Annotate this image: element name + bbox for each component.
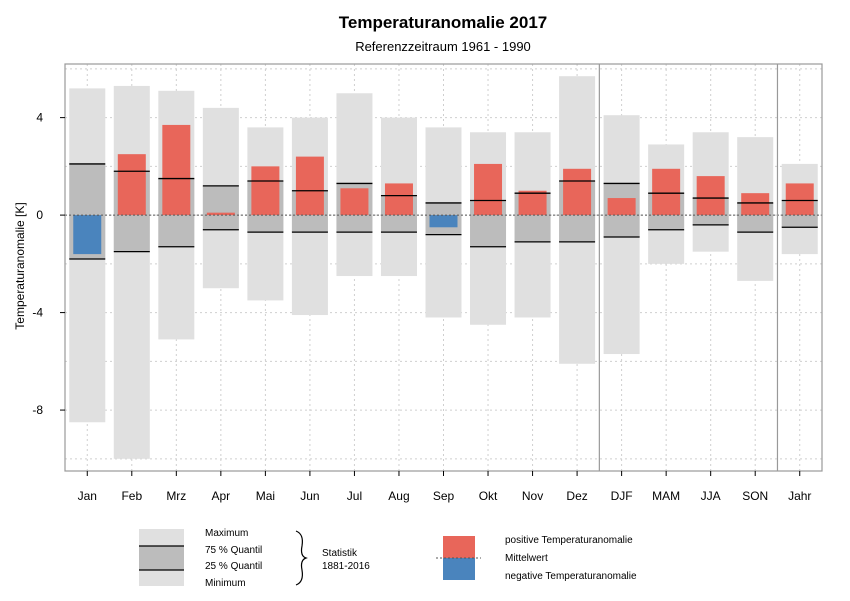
anomaly-bar <box>73 215 102 255</box>
x-tick-label: Aug <box>388 489 409 503</box>
x-tick-label: Nov <box>522 489 543 503</box>
anomaly-bar <box>696 176 725 216</box>
bars <box>69 76 818 459</box>
legend-stat-line2: 1881-2016 <box>322 561 370 572</box>
anomaly-bar <box>741 193 770 216</box>
legend: Maximum 75 % Quantil 25 % Quantil Minimu… <box>139 528 637 589</box>
anomaly-bar <box>384 183 413 216</box>
x-tick-label: DJF <box>611 489 633 503</box>
chart-title: Temperaturanomalie 2017 <box>339 13 548 32</box>
x-tick-label: Dez <box>566 489 587 503</box>
anomaly-bar <box>295 156 324 216</box>
y-axis: -8 -4 0 4 <box>32 111 65 417</box>
x-tick-label: Jahr <box>788 489 811 503</box>
legend-stat-line1: Statistik <box>322 548 358 559</box>
legend-negative: negative Temperaturanomalie <box>505 571 637 582</box>
x-tick-label: Jul <box>347 489 362 503</box>
anomaly-bar <box>162 124 191 216</box>
anomaly-bar <box>652 168 681 216</box>
legend-negative-swatch <box>443 558 475 580</box>
x-tick-label: Apr <box>212 489 231 503</box>
y-tick-label: 0 <box>36 208 43 222</box>
anomaly-bar <box>518 190 547 216</box>
x-tick-label: JJA <box>701 489 721 503</box>
x-tick-label: Mrz <box>166 489 186 503</box>
x-tick-label: SON <box>742 489 768 503</box>
anomaly-bar <box>251 166 280 216</box>
x-tick-label: Jun <box>300 489 319 503</box>
legend-min: Minimum <box>205 578 246 589</box>
legend-q25: 25 % Quantil <box>205 561 262 572</box>
legend-max: Maximum <box>205 528 248 539</box>
anomaly-bar <box>429 215 458 228</box>
x-tick-label: MAM <box>652 489 680 503</box>
legend-positive-swatch <box>443 536 475 558</box>
y-axis-label: Temperaturanomalie [K] <box>13 202 27 329</box>
anomaly-bar <box>206 212 235 216</box>
x-tick-label: Sep <box>433 489 455 503</box>
legend-brace <box>295 530 308 586</box>
x-tick-label: Feb <box>121 489 142 503</box>
x-tick-label: Okt <box>479 489 498 503</box>
x-tick-label: Jan <box>78 489 97 503</box>
anomaly-bar <box>785 183 814 216</box>
legend-quantile-swatch <box>139 546 184 570</box>
x-tick-label: Mai <box>256 489 275 503</box>
x-axis: Jan Feb Mrz Apr Mai Jun Jul Aug Sep Okt Nov Dez DJF M… <box>78 471 811 503</box>
y-tick-label: 4 <box>36 111 43 125</box>
anomaly-bar <box>340 188 369 216</box>
y-tick-label: -8 <box>32 403 43 417</box>
anomaly-bar <box>117 154 146 216</box>
chart-subtitle: Referenzzeitraum 1961 - 1990 <box>355 39 531 54</box>
legend-positive: positive Temperaturanomalie <box>505 535 633 546</box>
quantile-bar <box>202 185 239 230</box>
y-tick-label: -4 <box>32 306 43 320</box>
anomaly-bar <box>563 168 592 216</box>
range-bar <box>113 85 150 459</box>
anomaly-bar <box>607 198 636 216</box>
anomaly-bar <box>474 163 503 216</box>
legend-mean: Mittelwert <box>505 553 548 564</box>
legend-q75: 75 % Quantil <box>205 545 262 556</box>
